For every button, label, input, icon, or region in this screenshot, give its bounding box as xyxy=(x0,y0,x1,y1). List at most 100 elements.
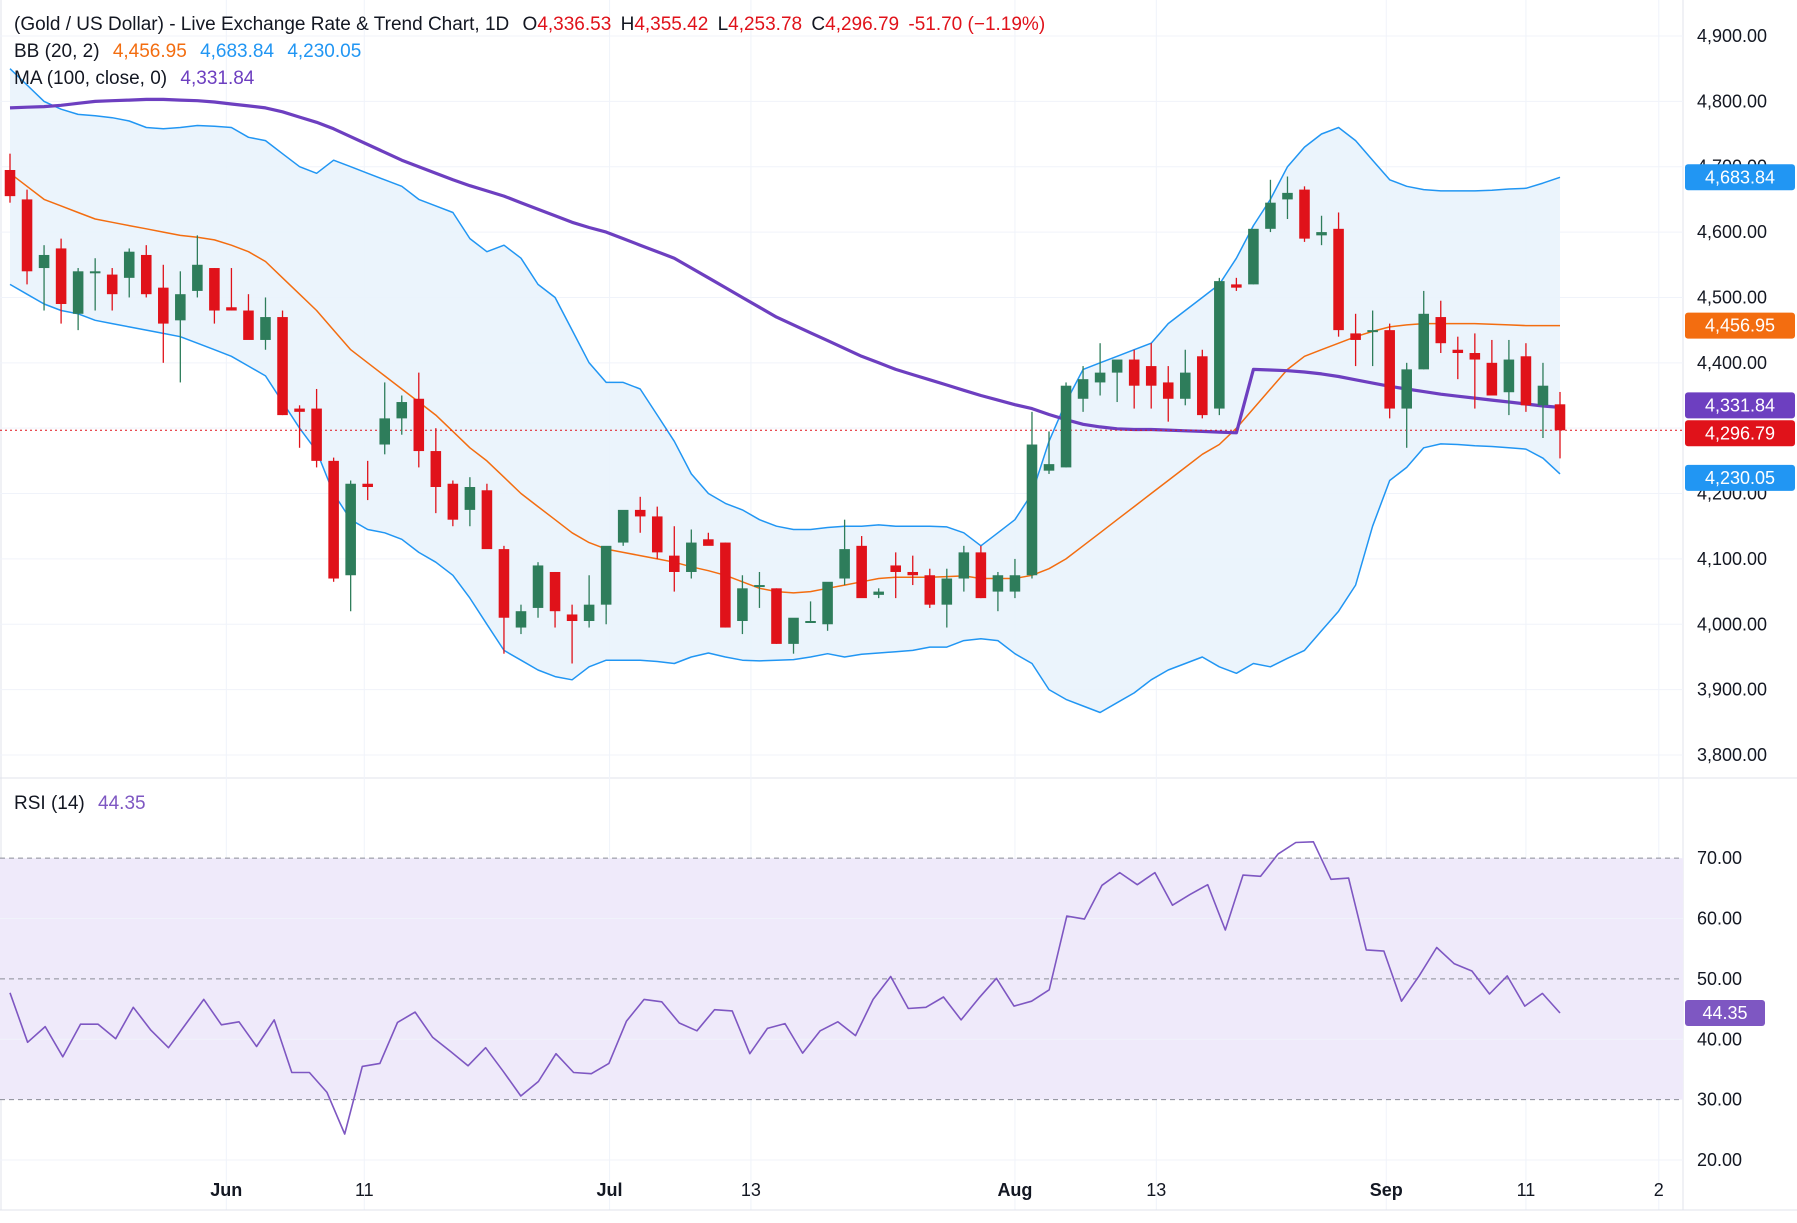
candle[interactable] xyxy=(1537,362,1549,438)
candle[interactable] xyxy=(1367,310,1378,367)
candle[interactable] xyxy=(822,581,833,631)
candle[interactable] xyxy=(1469,333,1481,409)
candle[interactable] xyxy=(737,575,748,635)
candle[interactable] xyxy=(805,601,816,624)
candle[interactable] xyxy=(1333,212,1344,337)
candle[interactable] xyxy=(1503,339,1515,416)
candle[interactable] xyxy=(1111,359,1123,403)
rsi-pane[interactable]: 20.00 30.00 40.00 50.00 60.00 70.00 44.35 xyxy=(0,778,1765,1210)
candle[interactable] xyxy=(192,235,203,298)
candle[interactable] xyxy=(55,238,67,324)
candle[interactable] xyxy=(651,506,663,559)
candle[interactable] xyxy=(1282,176,1293,220)
candle[interactable] xyxy=(1554,391,1566,459)
candle[interactable] xyxy=(158,264,169,363)
candle[interactable] xyxy=(1128,349,1140,409)
candle[interactable] xyxy=(703,532,714,546)
candle[interactable] xyxy=(294,405,305,448)
candle[interactable] xyxy=(1316,215,1327,246)
candle[interactable] xyxy=(1026,411,1038,579)
candle[interactable] xyxy=(328,457,339,582)
candle-body xyxy=(907,571,919,576)
candle[interactable] xyxy=(907,555,919,586)
candle[interactable] xyxy=(1179,349,1191,406)
candle[interactable] xyxy=(1231,277,1242,291)
candle[interactable] xyxy=(1452,336,1464,380)
candle-body xyxy=(277,317,288,416)
candle[interactable] xyxy=(992,571,1004,612)
candle[interactable] xyxy=(1197,349,1208,419)
candle[interactable] xyxy=(498,545,510,654)
candle[interactable] xyxy=(771,588,782,644)
candle[interactable] xyxy=(839,519,850,586)
candle[interactable] xyxy=(1299,186,1310,242)
candle[interactable] xyxy=(754,571,765,608)
candle[interactable] xyxy=(226,268,237,311)
candle[interactable] xyxy=(1520,343,1532,412)
candle[interactable] xyxy=(175,271,186,383)
candle[interactable] xyxy=(481,483,493,550)
candle[interactable] xyxy=(1094,343,1106,396)
candle[interactable] xyxy=(566,604,578,664)
candle[interactable] xyxy=(686,529,697,579)
candle[interactable] xyxy=(1350,313,1361,367)
candle[interactable] xyxy=(311,388,322,468)
candle[interactable] xyxy=(856,536,867,599)
candle[interactable] xyxy=(72,268,84,331)
candle[interactable] xyxy=(583,575,595,628)
candle[interactable] xyxy=(1418,290,1430,370)
candle[interactable] xyxy=(430,428,442,514)
candle[interactable] xyxy=(1009,558,1021,599)
candle[interactable] xyxy=(634,496,646,533)
candle[interactable] xyxy=(4,153,16,203)
candle[interactable] xyxy=(464,477,476,527)
candle[interactable] xyxy=(106,268,118,311)
candle[interactable] xyxy=(890,552,901,599)
candle[interactable] xyxy=(600,545,612,625)
candle[interactable] xyxy=(277,310,288,416)
candle[interactable] xyxy=(1043,431,1055,474)
candle[interactable] xyxy=(1248,228,1259,285)
candle[interactable] xyxy=(1401,362,1412,448)
candle[interactable] xyxy=(1265,179,1276,233)
candle[interactable] xyxy=(1060,382,1072,468)
candle[interactable] xyxy=(362,460,373,501)
candle[interactable] xyxy=(243,294,254,340)
candle[interactable] xyxy=(345,480,356,612)
candle[interactable] xyxy=(209,268,220,324)
candle[interactable] xyxy=(21,189,33,285)
candle[interactable] xyxy=(1486,339,1498,396)
candle-body xyxy=(1384,330,1395,409)
candle[interactable] xyxy=(958,545,970,592)
candle[interactable] xyxy=(549,571,561,628)
candle[interactable] xyxy=(379,382,391,455)
candle[interactable] xyxy=(1435,300,1447,354)
candle[interactable] xyxy=(140,245,152,298)
candle[interactable] xyxy=(975,545,987,599)
candle[interactable] xyxy=(924,568,936,608)
candle[interactable] xyxy=(38,245,50,311)
candle[interactable] xyxy=(1077,366,1089,412)
candle[interactable] xyxy=(447,480,459,527)
candle[interactable] xyxy=(1214,277,1225,416)
candle[interactable] xyxy=(532,562,544,618)
candle[interactable] xyxy=(123,248,135,298)
candle[interactable] xyxy=(1145,343,1157,409)
candle[interactable] xyxy=(1162,366,1174,422)
candle[interactable] xyxy=(788,617,799,654)
candle[interactable] xyxy=(89,258,101,311)
candle[interactable] xyxy=(720,542,731,628)
candle[interactable] xyxy=(1384,323,1395,419)
candle[interactable] xyxy=(617,509,629,546)
candle[interactable] xyxy=(873,588,884,599)
candle[interactable] xyxy=(515,604,527,635)
candle[interactable] xyxy=(413,372,425,468)
candle[interactable] xyxy=(941,568,953,628)
candle[interactable] xyxy=(260,297,271,350)
candle[interactable] xyxy=(669,526,680,592)
candle[interactable] xyxy=(396,395,408,435)
time-axis[interactable]: Jun 11 Jul 13 Aug 13 Sep 11 2 xyxy=(0,1180,1797,1211)
